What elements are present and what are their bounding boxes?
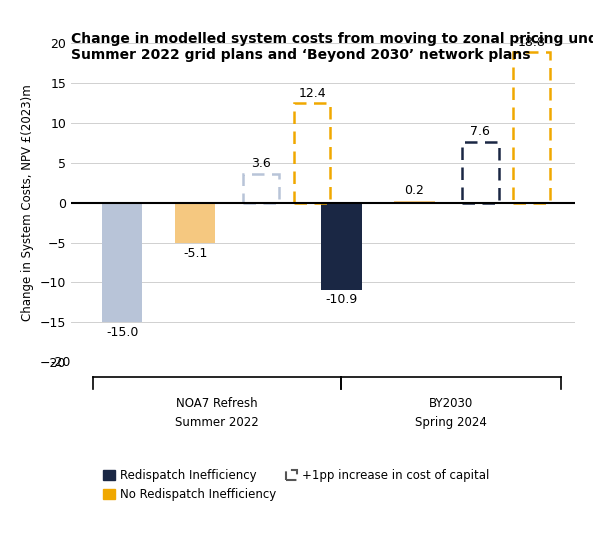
Bar	[243, 174, 279, 203]
Bar	[294, 103, 330, 203]
Text: -10.9: -10.9	[326, 293, 358, 306]
Bar	[462, 142, 499, 203]
Bar	[176, 203, 215, 243]
Bar	[394, 201, 435, 203]
Text: -20: -20	[51, 356, 71, 369]
Text: 18.8: 18.8	[518, 36, 546, 49]
Y-axis label: Change in System Costs, NPV £(2023)m: Change in System Costs, NPV £(2023)m	[21, 84, 34, 321]
Text: Change in modelled system costs from moving to zonal pricing under
Summer 2022 g: Change in modelled system costs from mov…	[71, 32, 593, 62]
Text: NOA7 Refresh: NOA7 Refresh	[177, 397, 258, 410]
Text: Summer 2022: Summer 2022	[176, 416, 259, 429]
Text: 3.6: 3.6	[251, 157, 271, 170]
Bar	[321, 203, 362, 290]
Text: BY2030: BY2030	[429, 397, 473, 410]
Bar	[102, 203, 142, 322]
Text: -15.0: -15.0	[106, 326, 139, 339]
Text: -5.1: -5.1	[183, 247, 208, 260]
Text: Spring 2024: Spring 2024	[415, 416, 487, 429]
Legend: Redispatch Inefficiency, No Redispatch Inefficiency, +1pp increase in cost of ca: Redispatch Inefficiency, No Redispatch I…	[98, 464, 495, 506]
Bar	[513, 52, 550, 203]
Text: 12.4: 12.4	[298, 87, 326, 100]
Text: 7.6: 7.6	[470, 125, 490, 138]
Text: 0.2: 0.2	[404, 184, 425, 197]
